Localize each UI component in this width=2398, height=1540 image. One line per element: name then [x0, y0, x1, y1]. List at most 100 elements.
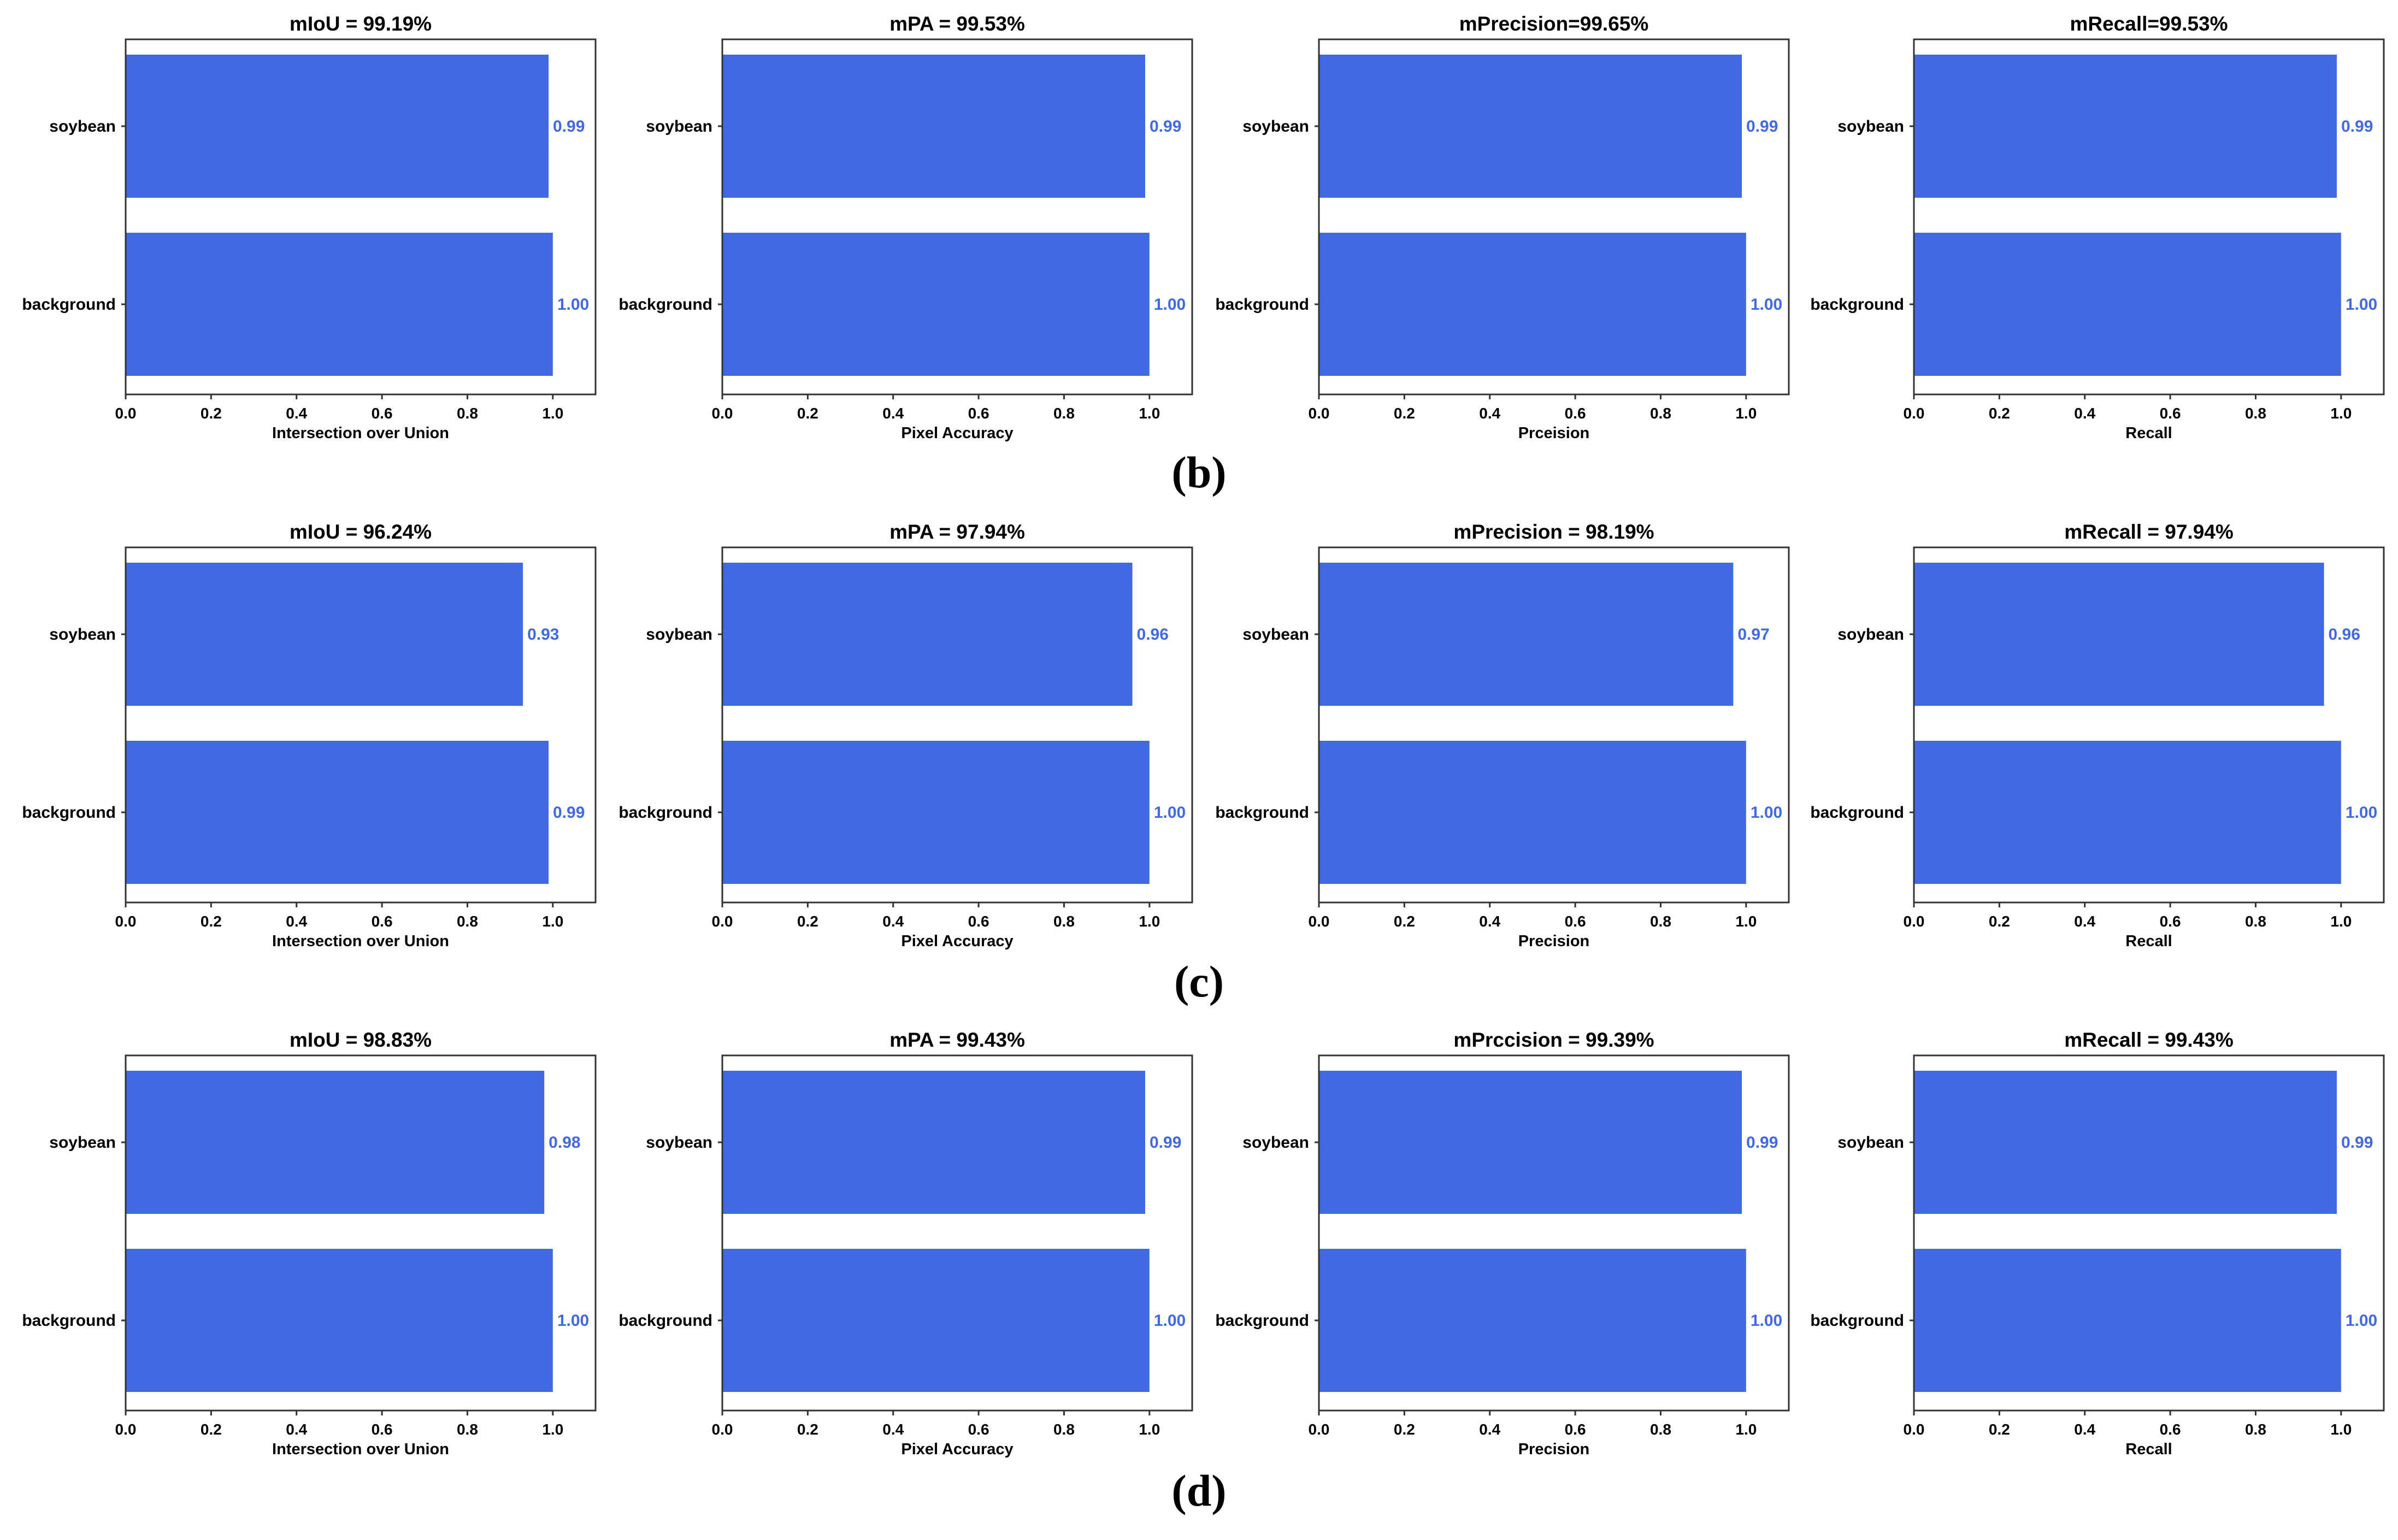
chart-4-xtick-label-0.6: 0.6 [372, 913, 393, 930]
chart-1-value-label-soybean: 0.99 [1150, 117, 1181, 135]
chart-9-xtick-label-0.8: 0.8 [1053, 1421, 1075, 1438]
chart-9-axes-frame [721, 1054, 1193, 1412]
chart-11-category-label-background: background [1810, 1312, 1904, 1330]
chart-2-value-label-soybean: 0.99 [1746, 117, 1778, 135]
chart-3-x-axis-label: Recall [2125, 424, 2172, 442]
chart-6-title: mPrecision = 98.19% [1453, 521, 1654, 543]
chart-0-category-label-background: background [22, 296, 116, 314]
chart-0-xtick-label-0.4: 0.4 [286, 405, 307, 422]
chart-5-value-label-background: 1.00 [1154, 804, 1186, 822]
chart-8-xtick-label-1.0: 1.0 [542, 1421, 563, 1438]
chart-6-xtick-label-0.6: 0.6 [1565, 913, 1586, 930]
chart-11-xtick-label-0.6: 0.6 [2160, 1421, 2181, 1438]
chart-4-value-label-soybean: 0.93 [527, 626, 559, 644]
panel-label-letter: c [1189, 957, 1209, 1006]
chart-0-category-label-soybean: soybean [49, 117, 116, 135]
chart-7-value-label-soybean: 0.96 [2329, 626, 2360, 644]
chart-4-title: mIoU = 96.24% [290, 521, 432, 543]
chart-10-bar-soybean [1319, 1071, 1742, 1214]
panel-label-d: (d) [0, 1465, 2398, 1517]
chart-2-xtick-label-0.2: 0.2 [1394, 405, 1415, 422]
chart-9-value-label-soybean: 0.99 [1150, 1134, 1181, 1152]
chart-7-bar-soybean [1914, 563, 2324, 706]
chart-3-xtick-label-0.8: 0.8 [2245, 405, 2266, 422]
chart-8-xtick-label-0.2: 0.2 [201, 1421, 222, 1438]
chart-11-x-axis-label: Recall [2125, 1441, 2172, 1458]
chart-8-title: mIoU = 98.83% [290, 1029, 432, 1051]
chart-8-xtick-label-0.8: 0.8 [457, 1421, 478, 1438]
chart-9-xtick-label-1.0: 1.0 [1139, 1421, 1160, 1438]
chart-3-xtick-label-0.2: 0.2 [1989, 405, 2010, 422]
chart-1-title: mPA = 99.53% [889, 13, 1025, 35]
chart-3-value-label-background: 1.00 [2346, 296, 2377, 314]
chart-6-axes-frame [1318, 546, 1790, 904]
chart-1-xtick-label-0.4: 0.4 [882, 405, 904, 422]
chart-4-xtick-label-0.4: 0.4 [286, 913, 307, 930]
chart-8-xtick-label-0.0: 0.0 [115, 1421, 137, 1438]
chart-8-value-label-background: 1.00 [557, 1312, 589, 1330]
chart-1-bar-soybean [722, 55, 1145, 198]
chart-8-category-label-background: background [22, 1312, 116, 1330]
chart-10-value-label-soybean: 0.99 [1746, 1134, 1778, 1152]
chart-10-xtick-label-0.4: 0.4 [1479, 1421, 1500, 1438]
chart-5-xtick-label-0.8: 0.8 [1053, 913, 1075, 930]
chart-5-value-label-soybean: 0.96 [1137, 626, 1169, 644]
chart-6-xtick-label-1.0: 1.0 [1735, 913, 1757, 930]
chart-5-axes-frame [721, 546, 1193, 904]
chart-6-xtick-label-0.4: 0.4 [1479, 913, 1500, 930]
chart-1-category-label-background: background [618, 296, 712, 314]
chart-0-value-label-soybean: 0.99 [553, 117, 585, 135]
chart-9-value-label-background: 1.00 [1154, 1312, 1186, 1330]
chart-10-category-label-background: background [1215, 1312, 1309, 1330]
chart-11-bar-background [1914, 1249, 2341, 1392]
panel-label-letter: b [1186, 447, 1212, 497]
chart-4-category-label-background: background [22, 804, 116, 822]
chart-10-xtick-label-1.0: 1.0 [1735, 1421, 1757, 1438]
chart-2-xtick-label-1.0: 1.0 [1735, 405, 1757, 422]
chart-3-axes-frame [1913, 38, 2385, 396]
chart-9-xtick-label-0.4: 0.4 [882, 1421, 904, 1438]
chart-4-x-axis-label: Intersection over Union [272, 933, 449, 950]
chart-3-xtick-label-0.4: 0.4 [2074, 405, 2095, 422]
chart-2-xtick-label-0.6: 0.6 [1565, 405, 1586, 422]
chart-2-axes-frame [1318, 38, 1790, 396]
chart-7-value-label-background: 1.00 [2346, 804, 2377, 822]
chart-2-x-axis-label: Prceision [1518, 424, 1590, 442]
chart-1-xtick-label-0.0: 0.0 [712, 405, 733, 422]
chart-0-title: mIoU = 99.19% [290, 13, 432, 35]
chart-11-xtick-label-0.4: 0.4 [2074, 1421, 2095, 1438]
chart-10-value-label-background: 1.00 [1751, 1312, 1782, 1330]
chart-7-x-axis-label: Recall [2125, 933, 2172, 950]
chart-5-x-axis-label: Pixel Accuracy [901, 933, 1013, 950]
panel-label-post: ) [1211, 447, 1227, 497]
chart-9-xtick-label-0.2: 0.2 [797, 1421, 818, 1438]
chart-6-category-label-background: background [1215, 804, 1309, 822]
chart-4-xtick-label-0.0: 0.0 [115, 913, 137, 930]
chart-6-xtick-label-0.8: 0.8 [1650, 913, 1671, 930]
chart-9-bar-background [722, 1249, 1150, 1392]
chart-8-xtick-label-0.4: 0.4 [286, 1421, 307, 1438]
chart-3-title: mRecall=99.53% [2070, 13, 2228, 35]
chart-4-axes-frame [125, 546, 597, 904]
chart-3-bar-background [1914, 233, 2341, 376]
chart-5-xtick-label-0.2: 0.2 [797, 913, 818, 930]
chart-4-category-label-soybean: soybean [49, 626, 116, 644]
chart-4-xtick-label-0.2: 0.2 [201, 913, 222, 930]
chart-6-xtick-label-0.2: 0.2 [1394, 913, 1415, 930]
panel-label-b: (b) [0, 447, 2398, 498]
chart-5-xtick-label-0.6: 0.6 [968, 913, 989, 930]
chart-8-bar-background [126, 1249, 553, 1392]
chart-4-value-label-background: 0.99 [553, 804, 585, 822]
chart-0-x-axis-label: Intersection over Union [272, 424, 449, 442]
chart-10-xtick-label-0.0: 0.0 [1309, 1421, 1330, 1438]
chart-1-x-axis-label: Pixel Accuracy [901, 424, 1013, 442]
chart-9-bar-soybean [722, 1071, 1145, 1214]
chart-10-x-axis-label: Precision [1518, 1441, 1590, 1458]
chart-11-value-label-background: 1.00 [2346, 1312, 2377, 1330]
chart-11-axes-frame [1913, 1054, 2385, 1412]
chart-2-value-label-background: 1.00 [1751, 296, 1782, 314]
chart-2-bar-soybean [1319, 55, 1742, 198]
chart-10-bar-background [1319, 1249, 1746, 1392]
chart-9-x-axis-label: Pixel Accuracy [901, 1441, 1013, 1458]
